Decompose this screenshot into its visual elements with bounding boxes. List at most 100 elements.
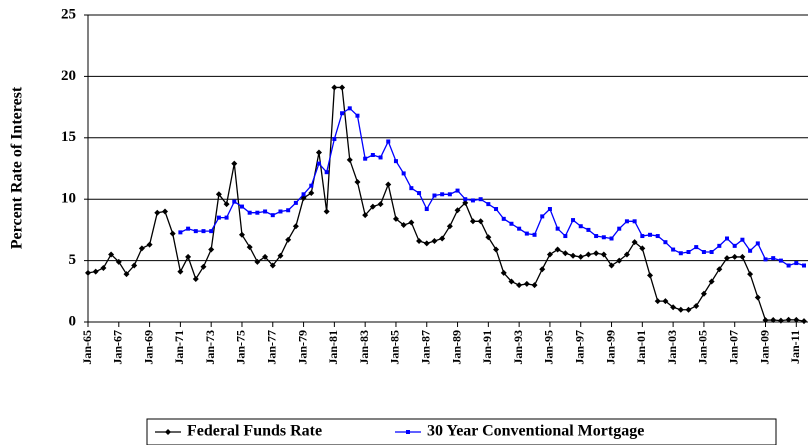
point — [332, 137, 337, 142]
point — [493, 246, 500, 253]
point — [154, 209, 161, 216]
point — [224, 215, 229, 220]
point — [216, 215, 221, 220]
y-tick-label: 0 — [69, 313, 77, 329]
point — [309, 183, 314, 188]
point — [647, 272, 654, 279]
point — [185, 253, 192, 260]
point — [785, 316, 792, 323]
point — [386, 139, 391, 144]
point — [694, 245, 699, 250]
point — [648, 232, 653, 237]
point — [209, 229, 214, 234]
point — [409, 186, 414, 191]
point — [631, 239, 638, 246]
point — [363, 156, 368, 161]
point — [786, 263, 791, 268]
point — [517, 226, 522, 231]
y-tick-label: 25 — [61, 6, 76, 22]
x-tick-label: Jan-69 — [141, 330, 155, 365]
point — [161, 208, 168, 215]
point — [739, 253, 746, 260]
point — [232, 199, 237, 204]
point — [346, 156, 353, 163]
legend-label: 30 Year Conventional Mortgage — [427, 423, 644, 440]
x-tick-label: Jan-85 — [388, 330, 402, 365]
point — [577, 253, 584, 260]
point — [270, 213, 275, 218]
point — [546, 251, 553, 258]
point — [685, 306, 692, 313]
point — [339, 84, 346, 91]
x-tick-label: Jan-71 — [172, 330, 186, 365]
point — [516, 282, 523, 289]
point — [717, 243, 722, 248]
point — [748, 248, 753, 253]
point — [754, 294, 761, 301]
y-axis-label: Percent Rate of Interest — [9, 86, 26, 249]
point — [108, 251, 115, 258]
point — [709, 250, 714, 255]
point — [123, 271, 130, 278]
point — [254, 258, 261, 265]
point — [562, 250, 569, 257]
point — [401, 171, 406, 176]
legend-marker — [165, 429, 171, 435]
point — [486, 202, 491, 207]
point — [186, 226, 191, 231]
point — [701, 250, 706, 255]
point — [623, 251, 630, 258]
point — [469, 218, 476, 225]
point — [392, 215, 399, 222]
point — [732, 243, 737, 248]
point — [762, 317, 769, 324]
point — [463, 197, 468, 202]
point — [585, 251, 592, 258]
point — [285, 236, 292, 243]
point — [802, 263, 806, 268]
point — [639, 245, 646, 252]
point — [193, 229, 198, 234]
point — [600, 251, 607, 258]
point — [369, 203, 376, 210]
point — [554, 246, 561, 253]
point — [269, 262, 276, 269]
point — [563, 234, 568, 239]
point — [378, 155, 383, 160]
point — [763, 257, 768, 262]
point — [255, 210, 260, 215]
x-tick-label: Jan-77 — [265, 330, 279, 365]
point — [708, 278, 715, 285]
point — [663, 240, 668, 245]
point — [578, 224, 583, 229]
point — [670, 304, 677, 311]
point — [777, 317, 784, 324]
x-tick-label: Jan-83 — [357, 330, 371, 365]
point — [571, 218, 576, 223]
point — [509, 221, 514, 226]
point — [470, 198, 475, 203]
point — [624, 219, 629, 224]
point — [731, 253, 738, 260]
point — [609, 236, 614, 241]
point — [640, 234, 645, 239]
point — [277, 252, 284, 259]
point — [301, 192, 306, 197]
x-tick-label: Jan-79 — [295, 330, 309, 365]
point — [601, 235, 606, 240]
point — [693, 303, 700, 310]
x-tick-label: Jan-73 — [203, 330, 217, 365]
point — [85, 269, 91, 276]
x-tick-label: Jan-09 — [757, 330, 771, 365]
point — [239, 204, 244, 209]
point — [177, 268, 184, 275]
point — [447, 192, 452, 197]
point — [324, 170, 329, 175]
point — [263, 209, 268, 214]
point — [446, 223, 453, 230]
x-tick-label: Jan-75 — [234, 330, 248, 365]
point — [354, 179, 361, 186]
point — [616, 257, 623, 264]
x-tick-label: Jan-99 — [603, 330, 617, 365]
point — [700, 290, 707, 297]
